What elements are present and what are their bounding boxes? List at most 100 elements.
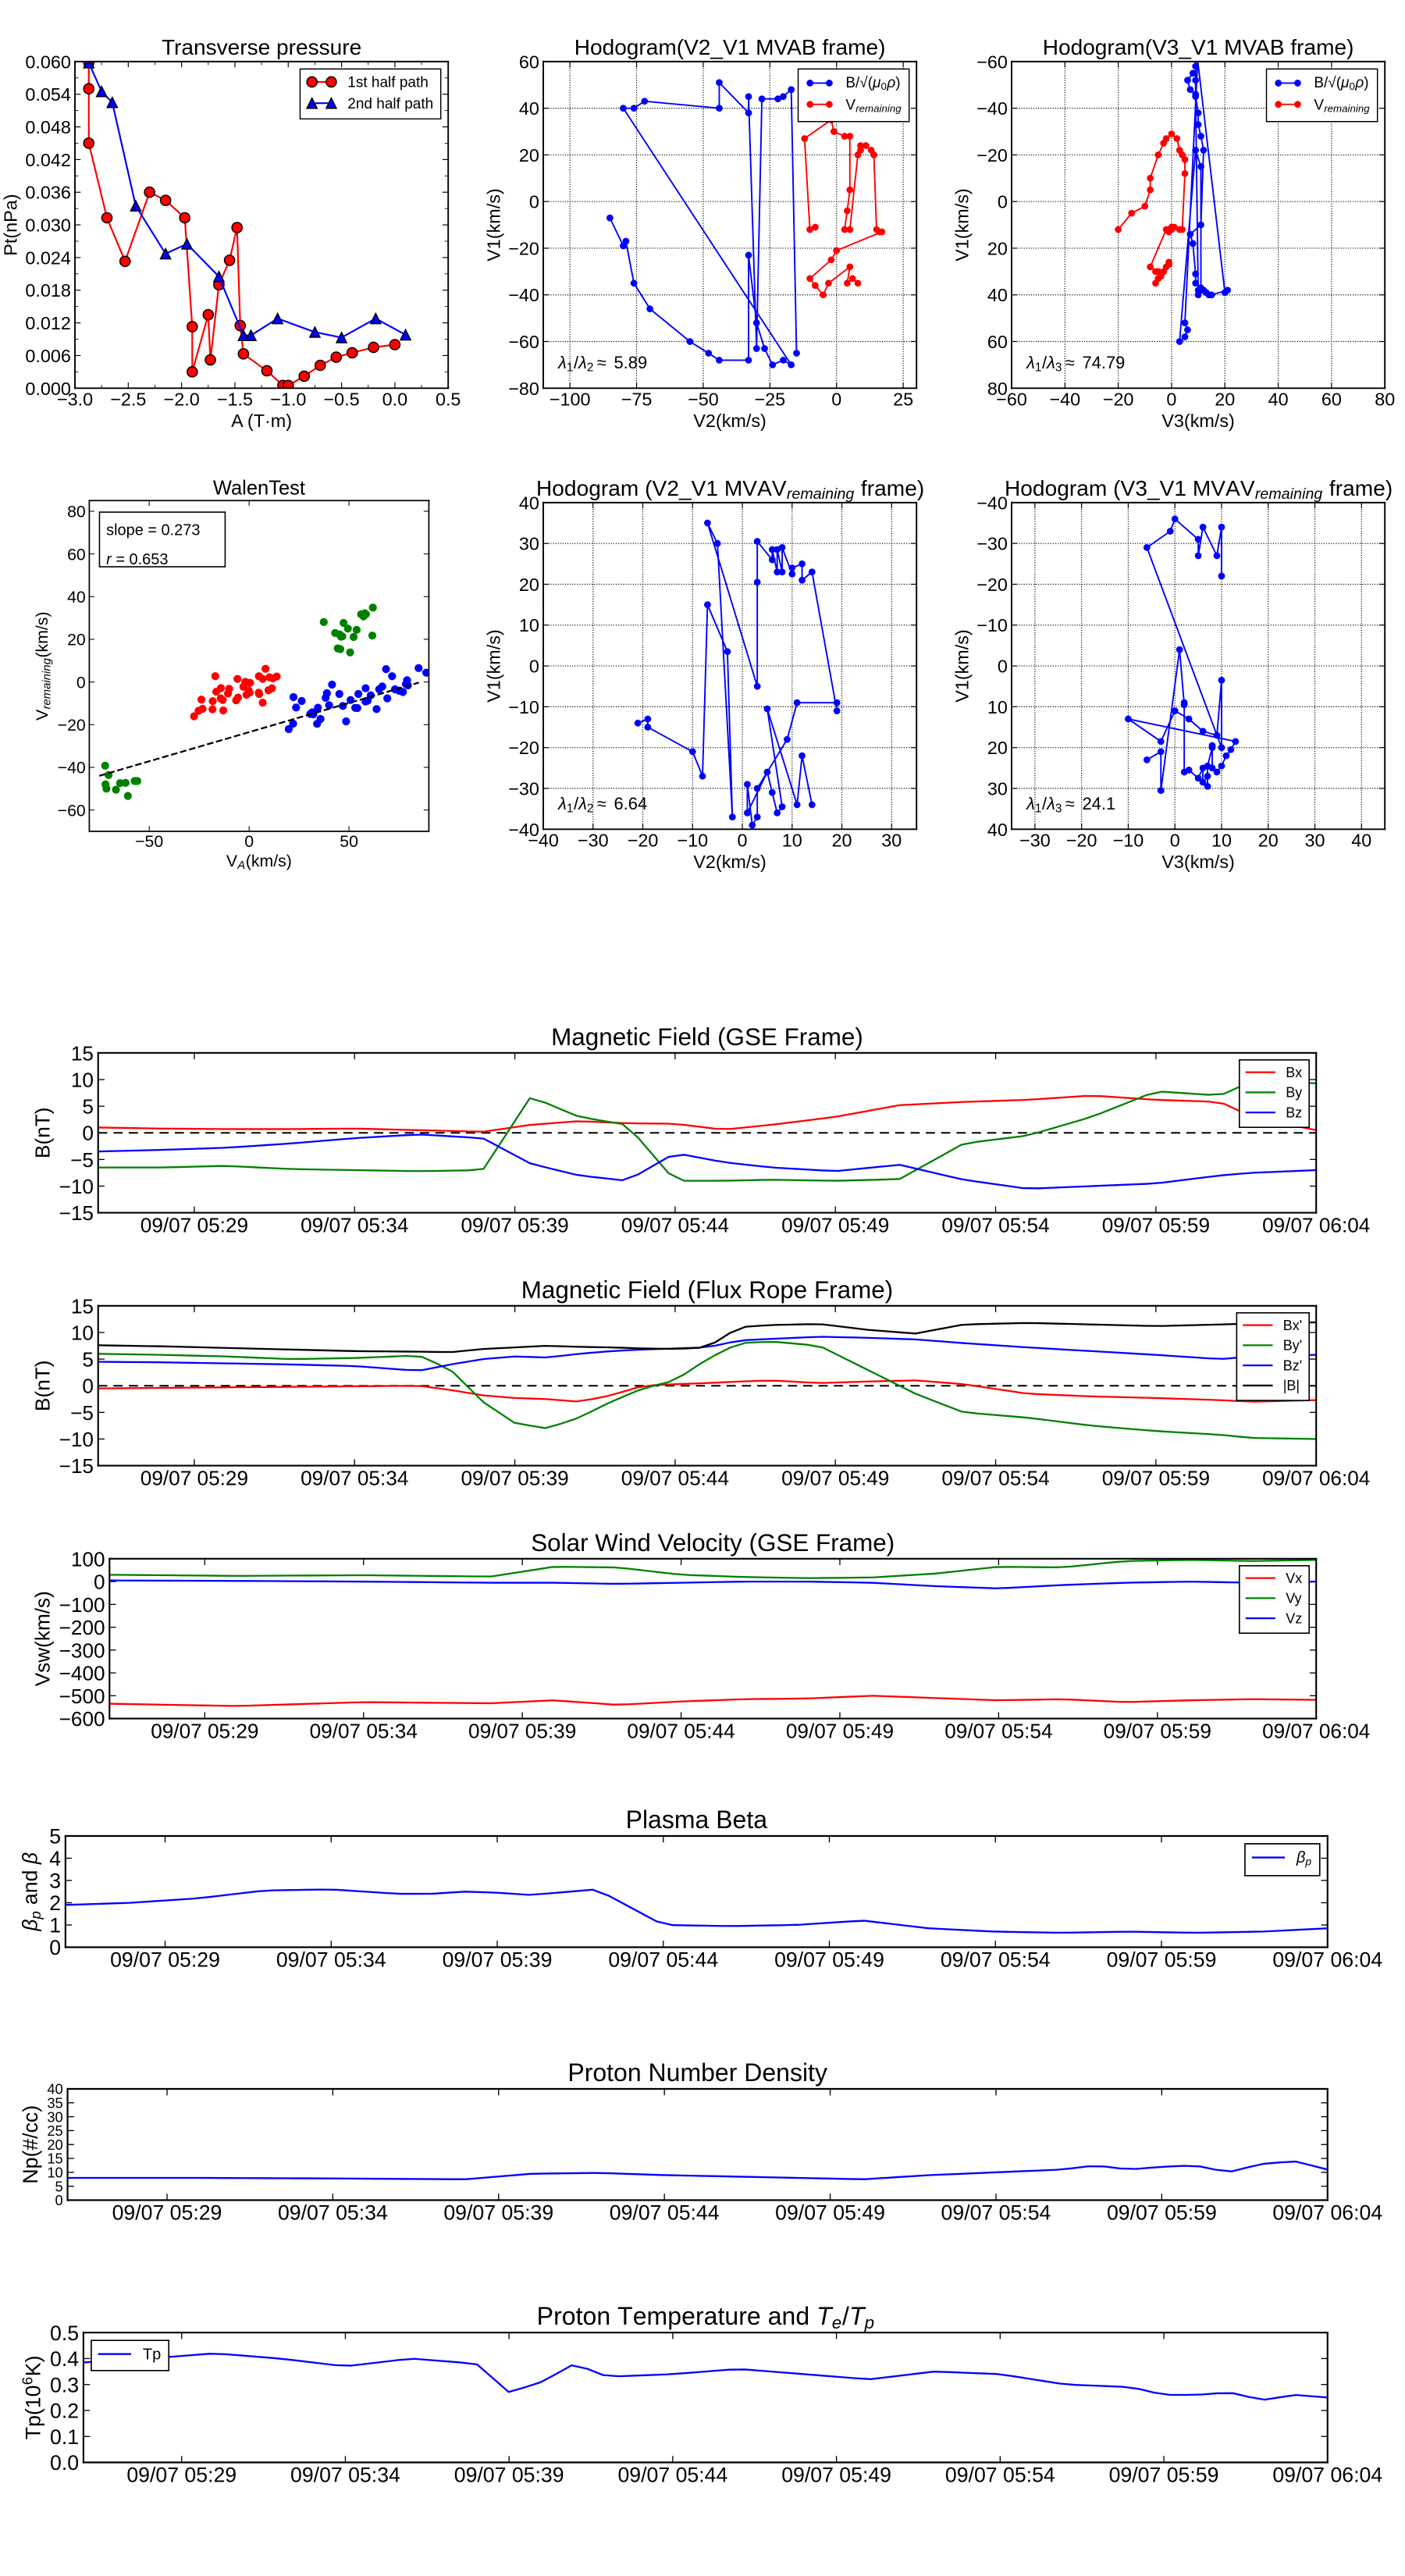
svg-text:−20: −20 [1066,830,1097,850]
svg-text:15: 15 [71,1041,94,1065]
svg-text:−0.5: −0.5 [323,389,359,409]
svg-text:09/07 05:54: 09/07 05:54 [945,2464,1055,2487]
svg-text:Vz: Vz [1286,1610,1302,1626]
svg-text:−10: −10 [1113,830,1144,850]
svg-text:slope = 0.273: slope = 0.273 [106,521,200,539]
svg-text:−600: −600 [59,1707,105,1731]
svg-text:09/07 06:04: 09/07 06:04 [1262,1719,1370,1742]
svg-text:40: 40 [519,98,539,119]
svg-text:09/07 05:44: 09/07 05:44 [621,1213,729,1236]
svg-text:V ( k m: V ( k m / s ) r e m a i n i n g [33,607,54,720]
svg-text:09/07 05:54: 09/07 05:54 [941,1213,1049,1236]
svg-text:60: 60 [987,332,1008,352]
svg-text:30: 30 [519,534,539,554]
svg-text:09/07 05:44: 09/07 05:44 [608,1948,718,1972]
svg-text:0.048: 0.048 [25,117,70,137]
svg-text:40: 40 [987,285,1008,305]
svg-text:Transverse pressure: Transverse pressure [162,35,361,59]
svg-text:40: 40 [47,2081,62,2097]
svg-text:09/07 05:29: 09/07 05:29 [140,1466,248,1489]
svg-text:09/07 05:54: 09/07 05:54 [944,1719,1052,1742]
svg-text:−40: −40 [976,493,1008,513]
svg-text:0.024: 0.024 [25,247,70,268]
svg-text:09/07 05:44: 09/07 05:44 [627,1719,735,1742]
svg-text:−15: −15 [59,1201,94,1225]
svg-text:−75: −75 [621,389,653,409]
svg-text:B / √ (: B / √ ( ) μ ρ 0 [845,71,905,92]
svg-text:1st half path: 1st half path [347,75,429,91]
svg-text:Vx: Vx [1286,1571,1302,1586]
svg-text:5: 5 [82,1095,94,1119]
svg-text:20: 20 [1258,830,1279,850]
svg-text:−300: −300 [59,1638,105,1662]
svg-text:20: 20 [67,631,86,649]
svg-text:−40: −40 [508,820,539,840]
svg-text:20: 20 [519,575,539,595]
svg-text:0.5: 0.5 [436,389,461,409]
svg-text:0.036: 0.036 [25,183,70,203]
svg-text:0.006: 0.006 [25,346,70,366]
svg-text:3: 3 [49,1870,61,1893]
svg-text:V3(km/s): V3(km/s) [1161,852,1235,872]
svg-text:0: 0 [831,389,841,409]
svg-text:By: By [1286,1085,1302,1101]
svg-text:10: 10 [519,615,539,635]
svg-text:60: 60 [67,545,86,564]
svg-text:Magnetic Field (GSE Frame): Magnetic Field (GSE Frame) [551,1023,863,1051]
svg-text:r =: r = 0 . 6 5 3 [106,550,168,568]
svg-text:0.0: 0.0 [50,2451,79,2475]
svg-text:Hodogram(V3_V1 MVAB frame): Hodogram(V3_V1 MVAB frame) [1043,35,1354,59]
svg-text:−20: −20 [628,830,659,850]
svg-text:Np(#/cc): Np(#/cc) [19,2105,42,2184]
svg-text:By': By' [1283,1338,1302,1354]
svg-text:20: 20 [987,738,1008,758]
svg-text:0: 0 [738,830,748,850]
svg-text:−2.5: −2.5 [110,389,146,409]
svg-text:5: 5 [82,1348,94,1372]
svg-text:−60: −60 [508,332,539,352]
svg-text:λ λ 1 3: λ λ 1 3 / ≈ 2 4 . 1 [1026,793,1115,816]
svg-text:4: 4 [49,1847,61,1870]
svg-text:09/07 05:49: 09/07 05:49 [781,2464,891,2487]
svg-text:Tp: Tp [143,2347,161,2364]
svg-text:09/07 05:44: 09/07 05:44 [617,2464,727,2487]
svg-text:B(nT): B(nT) [31,1108,55,1158]
svg-text:−200: −200 [59,1616,105,1639]
svg-text:B(nT): B(nT) [31,1361,55,1411]
svg-text:0.030: 0.030 [25,215,70,236]
svg-text:−20: −20 [976,145,1008,165]
svg-text:−2.0: −2.0 [164,389,200,409]
svg-text:80: 80 [1375,389,1395,409]
svg-text:0.5: 0.5 [50,2322,79,2345]
svg-text:10: 10 [1211,830,1232,850]
svg-text:20: 20 [1215,389,1235,409]
svg-text:0.018: 0.018 [25,280,70,301]
svg-text:λ λ 1 2: λ λ 1 2 / ≈ 5 . 8 9 [557,352,647,375]
svg-text:09/07 05:49: 09/07 05:49 [786,1719,894,1742]
svg-text:09/07 05:39: 09/07 05:39 [443,1948,553,1972]
svg-text:80: 80 [67,503,86,521]
svg-text:0: 0 [529,192,539,212]
svg-text:Solar Wind Velocity (GSE Frame: Solar Wind Velocity (GSE Frame) [531,1529,895,1557]
svg-text:0.000: 0.000 [25,379,70,399]
svg-text:09/07 05:29: 09/07 05:29 [110,1948,220,1972]
svg-text:09/07 05:59: 09/07 05:59 [1102,1213,1210,1236]
svg-text:−50: −50 [135,832,163,851]
svg-text:0: 0 [529,656,539,677]
svg-text:09/07 05:39: 09/07 05:39 [461,1213,568,1236]
svg-text:09/07 06:04: 09/07 06:04 [1262,1466,1370,1489]
svg-text:−40: −40 [976,98,1008,119]
svg-text:−30: −30 [508,778,539,799]
svg-text:09/07 05:34: 09/07 05:34 [310,1719,418,1742]
svg-text:Bz: Bz [1286,1105,1302,1120]
svg-text:−10: −10 [508,697,539,717]
svg-text:−5: −5 [70,1401,94,1425]
svg-text:−400: −400 [59,1662,105,1685]
svg-text:2: 2 [49,1891,61,1915]
svg-text:50: 50 [340,832,358,851]
svg-text:−60: −60 [976,52,1008,72]
svg-text:P r o t: P r o t o n T e m p e r a t u r e a n d … [537,2302,874,2333]
svg-text:−40: −40 [508,285,539,305]
svg-text:Magnetic Field (Flux Rope Fram: Magnetic Field (Flux Rope Frame) [521,1276,893,1304]
svg-text:T p ( 1: T p ( 1 0 K ) 6 [19,2350,44,2439]
